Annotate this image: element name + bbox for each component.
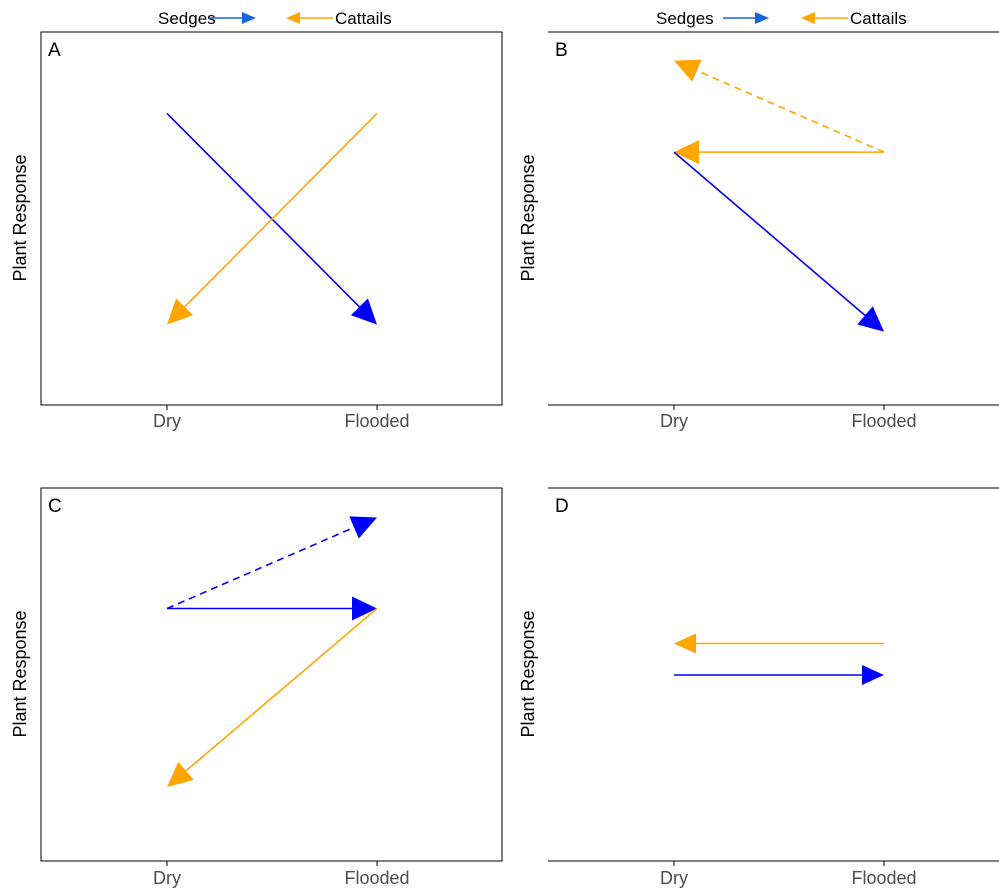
- arrow-cattails-0-head: [674, 59, 702, 82]
- y-axis-label: Plant Response: [10, 154, 30, 281]
- panel-c: Dry Flooded Plant Response C: [10, 487, 503, 888]
- legend-arrow-cattails-head: [801, 12, 815, 24]
- arrow-sedges-0-shaft: [166, 526, 355, 610]
- legend-label-sedges: Sedges: [656, 9, 714, 28]
- x-tick-label-dry: Dry: [153, 868, 181, 888]
- arrow-sedges-2-head: [857, 306, 884, 332]
- panel-d: Dry Flooded Plant Response D: [518, 487, 999, 888]
- legend-b: Sedges Cattails: [656, 9, 907, 28]
- x-tick-label-flooded: Flooded: [344, 868, 409, 888]
- arrow-cattails-1-shaft: [184, 112, 378, 308]
- arrow-sedges-1-head: [862, 665, 884, 685]
- y-axis-label: Plant Response: [518, 154, 538, 281]
- x-tick-label-flooded: Flooded: [851, 868, 916, 888]
- arrow-cattails-2-head: [167, 761, 194, 787]
- panel-label: A: [48, 40, 61, 61]
- arrow-cattails-0-head: [674, 633, 696, 654]
- legend-arrow-sedges-head: [755, 12, 769, 24]
- panel-label: B: [555, 40, 568, 61]
- x-tick-label-flooded: Flooded: [851, 411, 916, 431]
- x-tick-label-dry: Dry: [660, 411, 688, 431]
- x-tick-label-flooded: Flooded: [344, 411, 409, 431]
- arrow-sedges-0-shaft: [166, 112, 360, 308]
- legend-label-cattails: Cattails: [850, 9, 907, 28]
- panel-label: D: [555, 496, 569, 517]
- legend-a: Sedges Cattails: [158, 9, 392, 28]
- legend-arrow-sedges-head: [242, 12, 256, 24]
- panel-a: Dry Flooded Plant Response A: [10, 31, 503, 431]
- arrow-cattails-1-head: [167, 298, 194, 325]
- legend-arrow-cattails-head: [286, 12, 300, 24]
- arrow-sedges-0-head: [349, 516, 377, 539]
- arrow-cattails-1-head: [674, 140, 699, 165]
- arrow-cattails-0-shaft: [696, 69, 885, 153]
- y-axis-label: Plant Response: [10, 610, 30, 737]
- panel-frame: [40, 31, 503, 406]
- arrow-sedges-1-head: [352, 596, 377, 621]
- arrow-sedges-0-head: [350, 298, 377, 325]
- legend-label-sedges: Sedges: [158, 9, 216, 28]
- arrow-sedges-2-shaft: [673, 151, 866, 317]
- y-axis-label: Plant Response: [518, 610, 538, 737]
- panel-b: Dry Flooded Plant Response B: [518, 31, 999, 431]
- panel-frame: [40, 487, 503, 862]
- x-tick-label-dry: Dry: [153, 411, 181, 431]
- x-tick-label-dry: Dry: [660, 868, 688, 888]
- panel-label: C: [48, 496, 62, 517]
- arrow-cattails-2-shaft: [185, 607, 378, 772]
- legend-label-cattails: Cattails: [335, 9, 392, 28]
